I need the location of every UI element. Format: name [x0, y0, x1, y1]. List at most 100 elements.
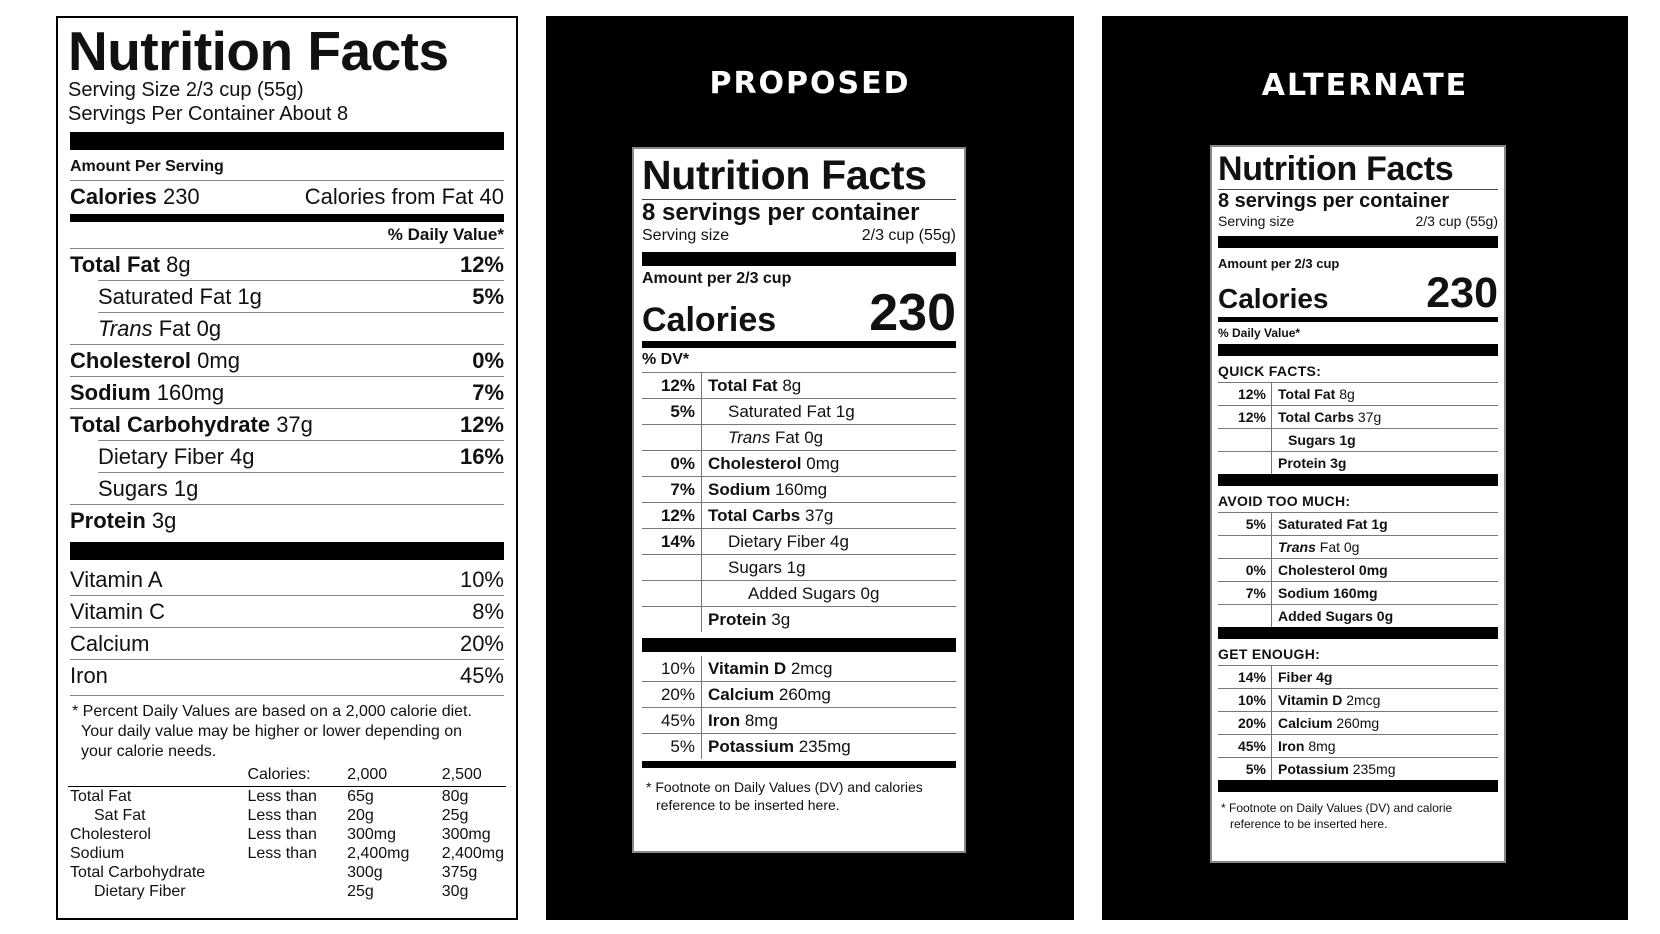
- nutrient-pct: 5%: [472, 284, 504, 309]
- footnote-line: your calorie needs.: [81, 743, 217, 760]
- medium-divider: [1218, 317, 1498, 322]
- thick-divider: [1218, 344, 1498, 356]
- section-quick-facts: QUICK FACTS:: [1218, 360, 1498, 383]
- calories-row: Calories 230: [642, 287, 956, 339]
- nutrient-row: Trans Fat 0g: [642, 425, 956, 451]
- calories-row: Calories 230 Calories from Fat 40: [70, 180, 504, 212]
- vitamin-row: Iron 45%: [70, 659, 504, 691]
- nutrient-amount: 8g: [166, 252, 191, 277]
- nutrient-name: Potassium: [1278, 761, 1349, 777]
- vitamin-row: 20% Calcium 260mg: [642, 682, 956, 708]
- nutrient-pct: 12%: [1218, 383, 1272, 405]
- table-cell: Sodium: [70, 845, 125, 862]
- nutrient-row: 12% Total Fat 8g: [1218, 383, 1498, 406]
- thick-divider: [1218, 474, 1498, 486]
- table-cell: Cholesterol: [70, 826, 151, 843]
- nutrient-name: Saturated Fat: [728, 402, 832, 421]
- nutrient-row: Sugars 1g: [98, 472, 504, 504]
- vitamin-pct: 45%: [642, 708, 702, 733]
- nutrient-pct: [1218, 429, 1272, 451]
- nutrient-amount: 160mg: [156, 380, 225, 405]
- nutrient-pct: 45%: [1218, 735, 1272, 757]
- proposed-nutrition-label: Nutrition Facts 8 servings per container…: [632, 147, 966, 853]
- medium-divider: [70, 214, 504, 222]
- table-cell: [245, 882, 345, 901]
- nutrient-pct: 16%: [459, 444, 504, 469]
- nutrient-pct: 0%: [1218, 559, 1272, 581]
- vitamin-amount: 260mg: [778, 685, 831, 704]
- vitamin-pct: 10%: [459, 567, 504, 592]
- nutrient-pct: 5%: [1218, 758, 1272, 780]
- table-cell: 2,500: [439, 764, 506, 787]
- table-cell: 2,400mg: [441, 845, 504, 862]
- nutrient-name: Vitamin D: [1278, 692, 1343, 708]
- vitamin-pct: 8%: [472, 599, 504, 624]
- nutrient-row: Cholesterol 0mg 0%: [70, 344, 504, 376]
- vitamin-pct: 20%: [642, 682, 702, 707]
- thick-divider: [1218, 627, 1498, 639]
- nutrient-amount: 0mg: [197, 348, 240, 373]
- nutrient-name: Sodium: [708, 480, 771, 499]
- nutrient-row: 0% Cholesterol 0mg: [642, 451, 956, 477]
- serving-size-label: Serving size: [1218, 213, 1295, 229]
- nutrient-name: Trans: [98, 316, 153, 341]
- nutrient-row: 7% Sodium 160mg: [642, 477, 956, 503]
- nutrient-name: Total Fat: [1278, 386, 1336, 402]
- nutrient-pct: 10%: [1218, 689, 1272, 711]
- nutrient-row: 14% Dietary Fiber 4g: [642, 529, 956, 555]
- nutrient-row: 45% Iron 8mg: [1218, 735, 1498, 758]
- footnote: * Percent Daily Values are based on a 2,…: [70, 695, 504, 762]
- table-cell: 2,400mg: [347, 845, 410, 862]
- nutrient-amount: 8g: [782, 376, 802, 395]
- nutrient-pct: 12%: [642, 503, 702, 528]
- nutrient-amount: 1g: [786, 558, 806, 577]
- nutrient-name: Saturated Fat: [98, 284, 232, 309]
- nutrient-pct: 7%: [642, 477, 702, 502]
- nutrient-row: 14% Fiber 4g: [1218, 666, 1498, 689]
- nutrient-amount: 0mg: [1358, 562, 1388, 578]
- nutrient-pct: [1218, 536, 1272, 558]
- vitamin-name: Vitamin A: [70, 567, 163, 592]
- nutrient-amount: Fat 0g: [774, 428, 824, 447]
- serving-size-row: Serving size 2/3 cup (55g): [1218, 212, 1498, 230]
- nutrient-amount: 3g: [151, 508, 177, 533]
- nutrient-pct: [642, 607, 702, 632]
- table-cell: 20g: [347, 807, 374, 824]
- nutrient-name: Total Carbohydrate: [70, 412, 271, 437]
- dv-header: % DV*: [642, 348, 956, 373]
- nutrient-amount: 2mcg: [1346, 692, 1381, 708]
- nutrient-row: Total Fat 8g 12%: [70, 248, 504, 280]
- nutrient-pct: 0%: [642, 451, 702, 476]
- servings-per-container: Servings Per Container About 8: [68, 103, 349, 125]
- table-cell: Less than: [247, 788, 317, 805]
- nutrient-name: Total Fat: [70, 252, 161, 277]
- nutrient-row: Protein 3g: [642, 607, 956, 632]
- footnote: * Footnote on Daily Values (DV) and calo…: [646, 779, 923, 813]
- nutrient-name: Cholesterol: [1278, 562, 1356, 578]
- vitamin-pct: 20%: [459, 631, 504, 656]
- nutrient-name: Added Sugars: [1278, 608, 1373, 624]
- vitamin-row: 10% Vitamin D 2mcg: [642, 656, 956, 682]
- amount-per: Amount per 2/3 cup: [642, 270, 792, 287]
- nutrient-row: Total Carbohydrate 37g 12%: [70, 408, 504, 440]
- nutrient-name: Sugars: [98, 476, 168, 501]
- nutrient-amount: 160mg: [1333, 585, 1378, 601]
- table-header-row: Calories: 2,000 2,500: [68, 764, 506, 787]
- table-row: Total Fat Less than 65g 80g: [68, 787, 506, 807]
- vitamin-row: Vitamin A 10%: [70, 564, 504, 595]
- thick-divider: [642, 252, 956, 266]
- table-cell: 65g: [347, 788, 374, 805]
- thick-divider: [642, 638, 956, 652]
- nutrient-name: Protein: [708, 610, 767, 629]
- section-get-enough: GET ENOUGH:: [1218, 643, 1498, 666]
- nutrient-amount: Fat 0g: [158, 316, 222, 341]
- table-row: Cholesterol Less than 300mg 300mg: [68, 825, 506, 844]
- table-row: Sat Fat Less than 20g 25g: [68, 806, 506, 825]
- nutrient-row: 12% Total Carbs 37g: [1218, 406, 1498, 429]
- nutrient-amount: 1g: [1371, 516, 1388, 532]
- table-cell: Sat Fat: [94, 807, 146, 824]
- serving-size-value: 2/3 cup (55g): [1415, 213, 1499, 229]
- table-cell: Less than: [247, 826, 317, 843]
- table-cell: 25g: [441, 807, 469, 824]
- amount-per: Amount per 2/3 cup: [1218, 256, 1340, 271]
